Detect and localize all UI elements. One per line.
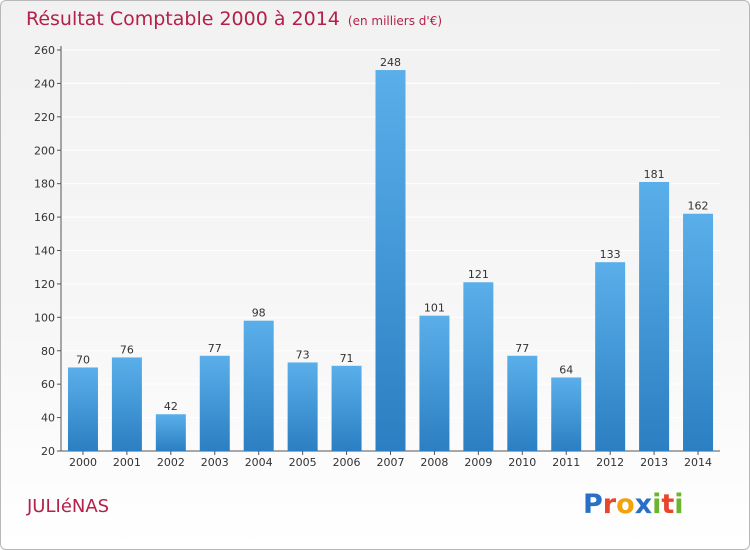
- logo-letter: i: [652, 489, 662, 520]
- commune-name: JULIéNAS: [27, 496, 110, 517]
- logo-letter: r: [602, 489, 617, 520]
- y-tick-label: 220: [34, 111, 55, 124]
- y-tick-label: 80: [41, 345, 55, 358]
- x-tick-label-2006: 2006: [333, 456, 361, 469]
- data-label-2004: 98: [252, 307, 266, 320]
- bar-2002: [155, 414, 186, 451]
- data-label-2010: 77: [515, 342, 529, 355]
- y-tick-label: 120: [34, 278, 55, 291]
- bar-2013: [639, 181, 670, 451]
- x-tick-label-2004: 2004: [245, 456, 273, 469]
- bar-2004: [243, 320, 274, 451]
- data-label-2009: 121: [468, 268, 489, 281]
- chart-title-text: Résultat Comptable 2000 à 2014: [26, 8, 340, 30]
- x-tick-label-2013: 2013: [640, 456, 668, 469]
- x-tick-label-2012: 2012: [596, 456, 624, 469]
- bar-2003: [199, 355, 230, 451]
- data-label-2011: 64: [559, 363, 573, 376]
- y-tick-label: 200: [34, 144, 55, 157]
- y-tick-label: 100: [34, 311, 55, 324]
- data-label-2000: 70: [76, 353, 90, 366]
- bar-2001: [111, 357, 142, 451]
- bar-2009: [463, 282, 494, 451]
- proxiti-logo: Proxiti: [583, 489, 684, 520]
- bar-2011: [551, 377, 582, 451]
- x-tick-label-2014: 2014: [684, 456, 712, 469]
- bar-2007: [375, 70, 406, 452]
- x-tick-label-2005: 2005: [289, 456, 317, 469]
- x-tick-label-2003: 2003: [201, 456, 229, 469]
- y-tick-label: 180: [34, 178, 55, 191]
- bars: [67, 70, 714, 452]
- bar-2005: [287, 362, 318, 451]
- x-tick-label-2009: 2009: [464, 456, 492, 469]
- logo-letter: t: [661, 489, 675, 520]
- y-tick-label: 160: [34, 211, 55, 224]
- x-tick-label-2008: 2008: [420, 456, 448, 469]
- bar-2012: [595, 262, 626, 451]
- logo-letter: i: [674, 489, 684, 520]
- bar-2010: [507, 355, 538, 451]
- x-tick-label-2001: 2001: [113, 456, 141, 469]
- x-tick-label-2007: 2007: [377, 456, 405, 469]
- chart-title: Résultat Comptable 2000 à 2014 (en millie…: [26, 8, 442, 30]
- y-tick-label: 60: [41, 378, 55, 391]
- data-label-2012: 133: [600, 248, 621, 261]
- logo-letter: P: [583, 489, 603, 520]
- x-tick-label-2000: 2000: [69, 456, 97, 469]
- data-label-2001: 76: [120, 343, 134, 356]
- x-tick-label-2011: 2011: [552, 456, 580, 469]
- bar-2014: [683, 213, 714, 451]
- data-label-2005: 73: [296, 348, 310, 361]
- chart-subtitle: (en milliers d'€): [347, 14, 443, 28]
- y-tick-label: 260: [34, 44, 55, 57]
- bar-2008: [419, 315, 450, 451]
- bar-2006: [331, 365, 362, 451]
- data-label-2013: 181: [644, 168, 665, 181]
- data-label-2008: 101: [424, 302, 445, 315]
- bar-2000: [67, 367, 98, 451]
- y-tick-label: 20: [41, 445, 55, 458]
- x-tick-label-2010: 2010: [508, 456, 536, 469]
- data-label-2006: 71: [340, 352, 354, 365]
- data-label-2002: 42: [164, 400, 178, 413]
- x-tick-label-2002: 2002: [157, 456, 185, 469]
- data-labels: 70 76 42 77 98 73 71 248 101 121 77 64 133 181 162: [76, 56, 709, 413]
- y-tick-label: 240: [34, 77, 55, 90]
- logo-letter: x: [634, 489, 653, 520]
- data-label-2003: 77: [208, 342, 222, 355]
- logo-letter: o: [616, 489, 635, 520]
- y-tick-label: 40: [41, 412, 55, 425]
- data-label-2014: 162: [688, 200, 709, 213]
- y-tick-label: 140: [34, 245, 55, 258]
- data-label-2007: 248: [380, 56, 401, 69]
